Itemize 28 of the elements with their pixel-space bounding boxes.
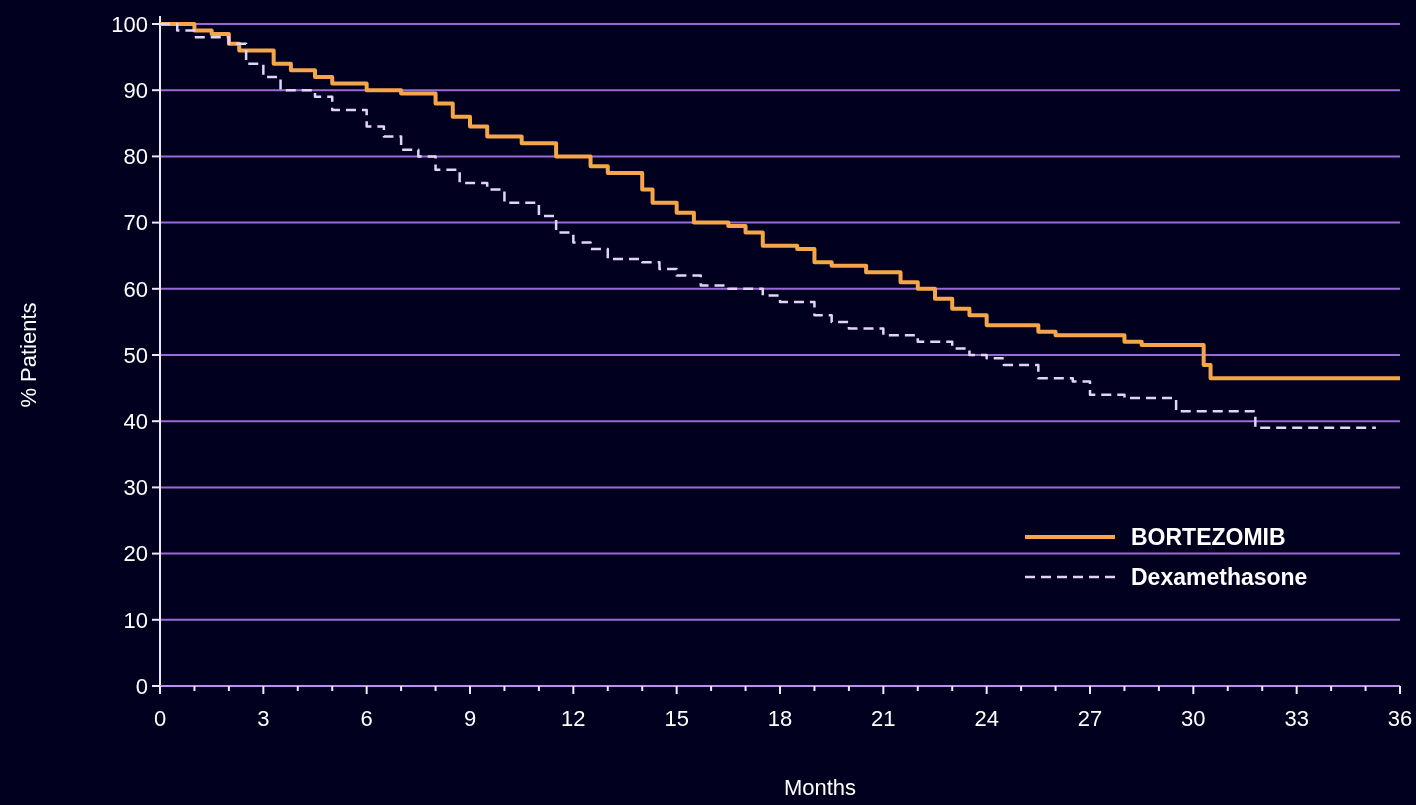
y-tick-label: 70: [123, 210, 148, 236]
x-tick-label: 30: [1181, 706, 1206, 731]
x-tick-label: 6: [360, 706, 373, 731]
x-tick-label: 3: [257, 706, 270, 731]
x-tick-label: 33: [1284, 706, 1309, 731]
y-tick-label: 0: [135, 673, 148, 699]
y-axis-title: % Patients: [16, 302, 41, 408]
y-tick-label: 50: [123, 342, 148, 368]
y-tick-label: 40: [123, 408, 148, 434]
x-tick-label: 36: [1387, 706, 1413, 731]
legend-label: BORTEZOMIB: [1131, 524, 1286, 550]
x-tick-label: 0: [153, 706, 167, 731]
y-tick-label: 90: [123, 77, 148, 103]
x-tick-label: 24: [974, 706, 999, 731]
x-tick-label: 27: [1077, 706, 1103, 731]
y-tick-label: 10: [123, 607, 148, 633]
y-tick-label: 30: [123, 475, 148, 501]
y-tick-label: 60: [123, 276, 148, 302]
x-tick-label: 21: [871, 706, 896, 731]
x-tick-label: 18: [767, 706, 793, 731]
y-tick-label: 20: [123, 541, 148, 567]
y-tick-label: 80: [123, 144, 148, 170]
x-tick-label: 9: [463, 706, 477, 731]
x-axis-title: Months: [783, 775, 857, 800]
legend-label: Dexamethasone: [1131, 564, 1308, 590]
x-tick-label: 15: [664, 706, 689, 731]
y-tick-label: 100: [111, 11, 148, 37]
x-tick-label: 12: [561, 706, 586, 731]
